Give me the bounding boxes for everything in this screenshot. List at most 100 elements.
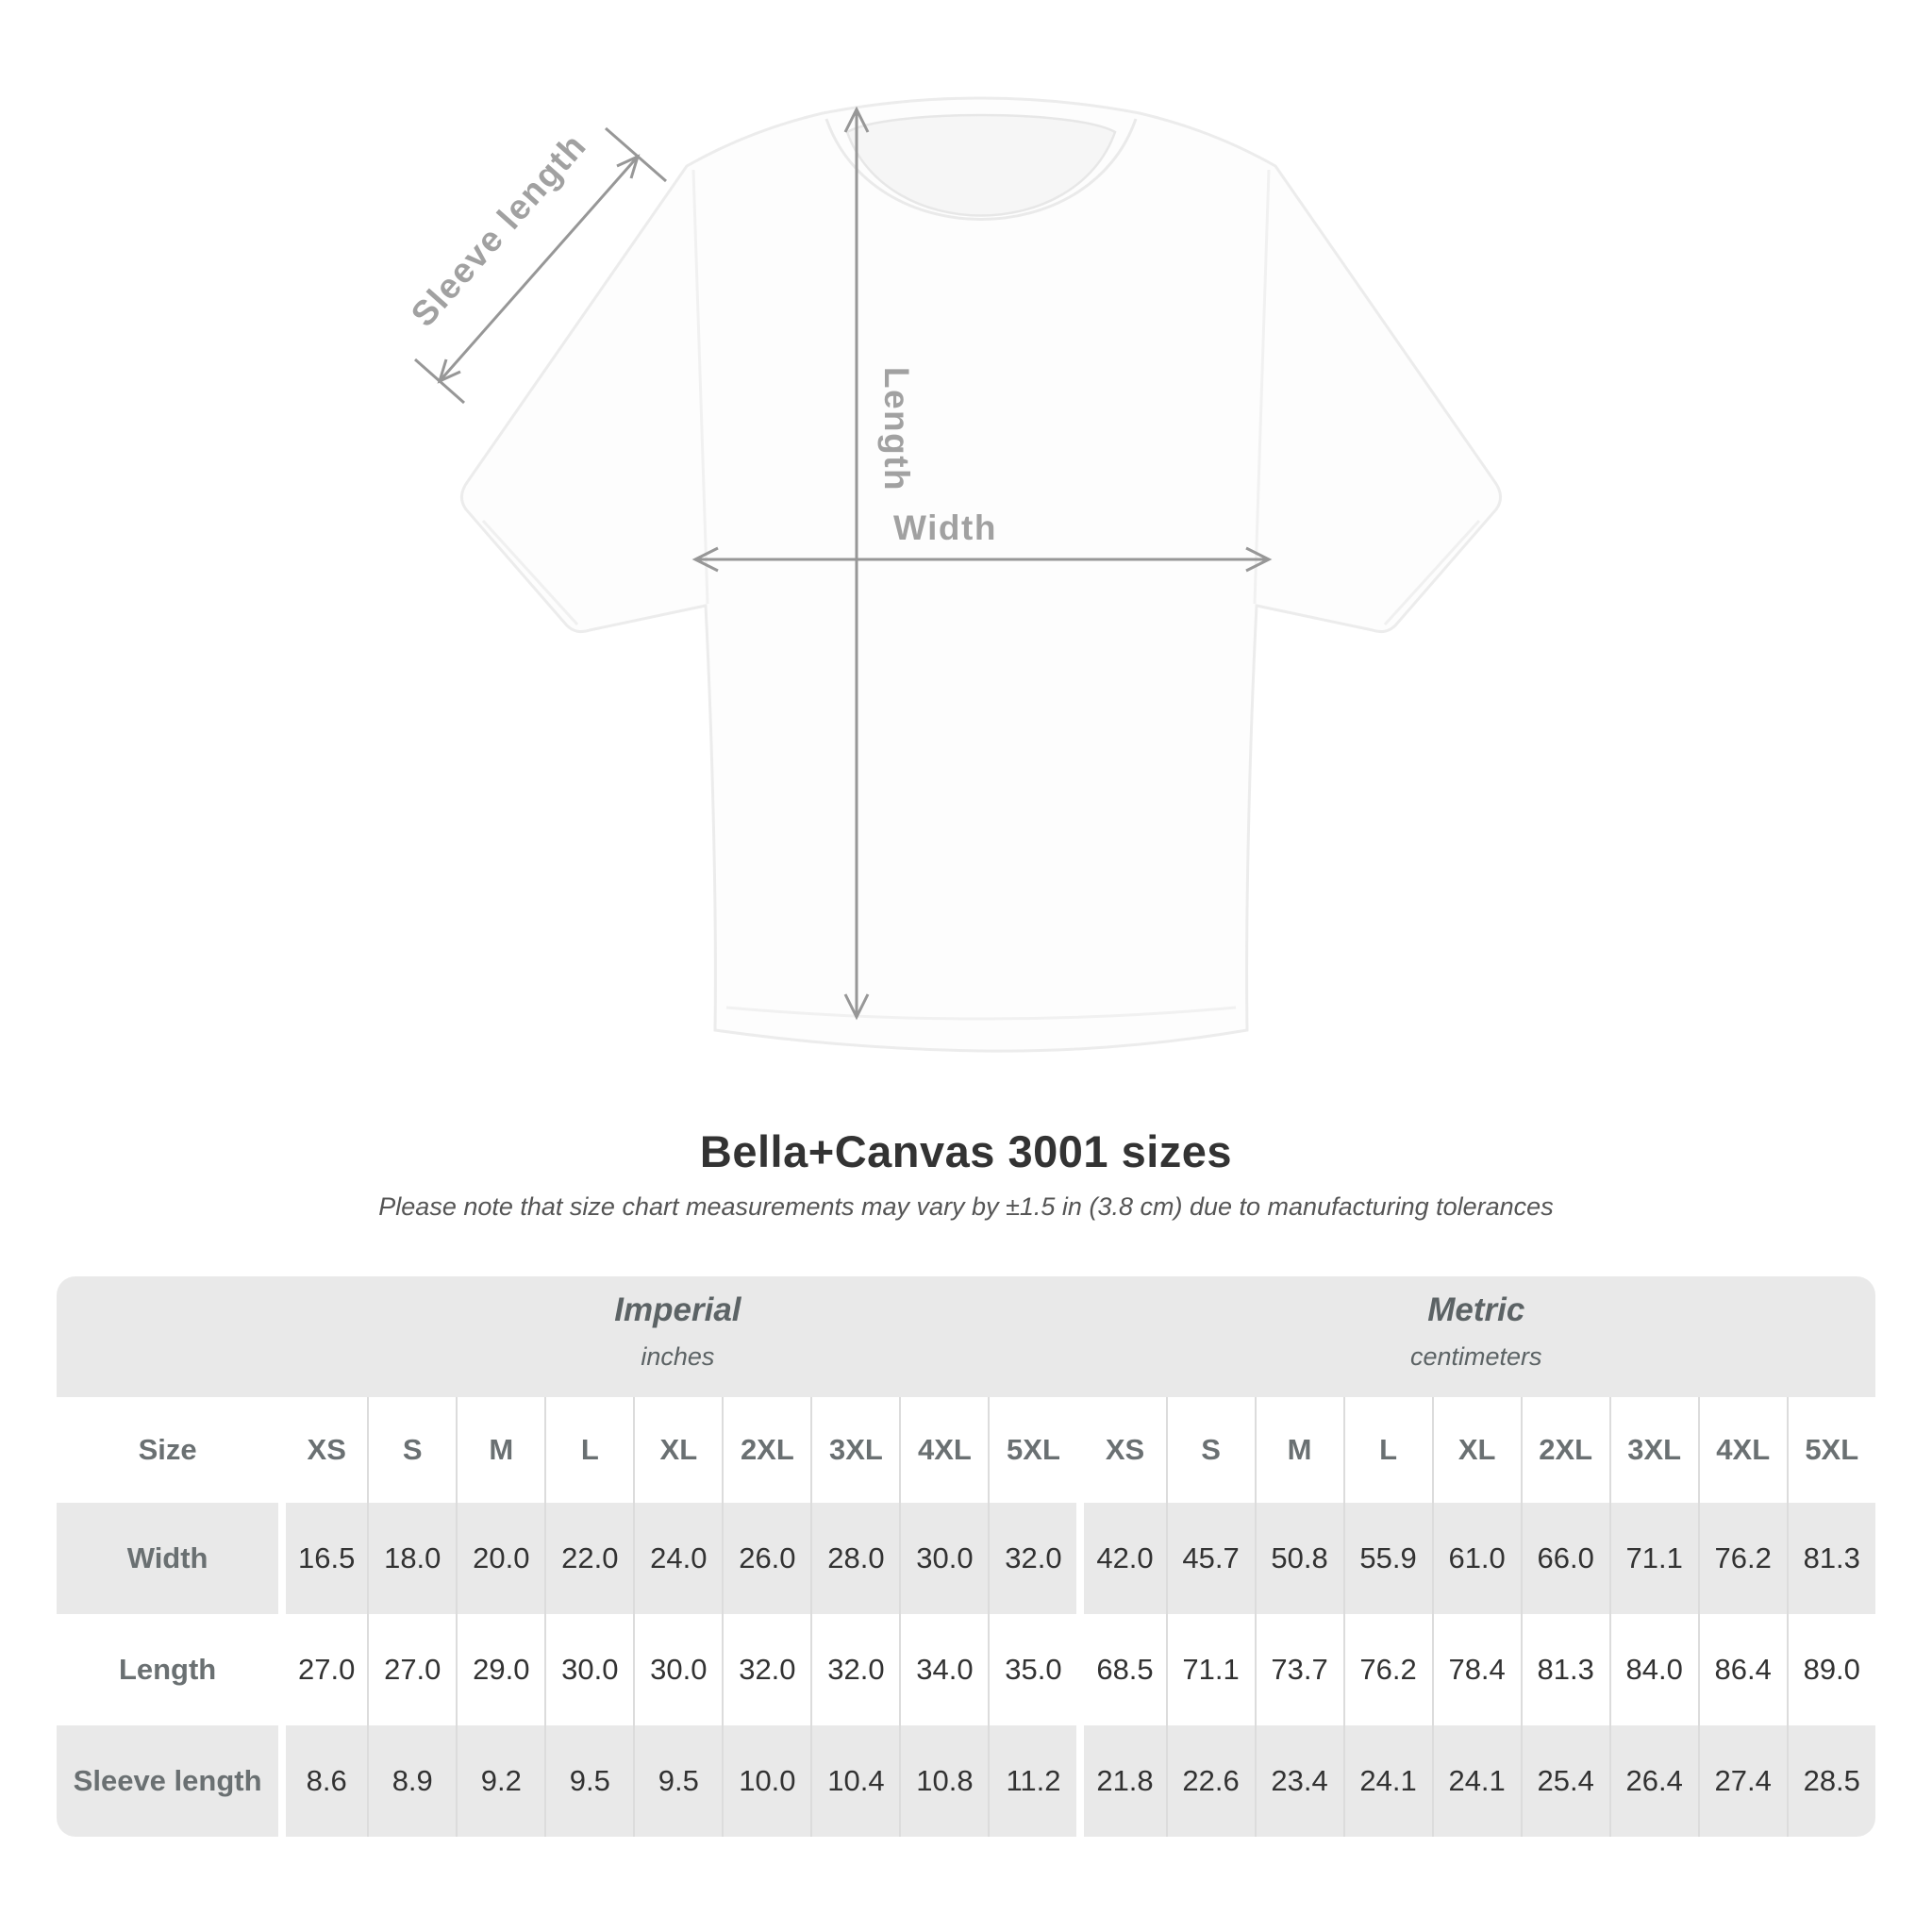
value-imperial-5xl-text: 32.0 [1005, 1541, 1062, 1574]
metric-unit: centimeters [1410, 1342, 1542, 1371]
value-metric-m: 73.7 [1254, 1614, 1343, 1725]
page-title: Bella+Canvas 3001 sizes [699, 1126, 1233, 1176]
size-header-metric-xl-text: XL [1457, 1433, 1496, 1466]
value-metric-m: 50.8 [1254, 1503, 1343, 1614]
value-imperial-s-text: 8.9 [391, 1764, 433, 1797]
value-metric-m-text: 23.4 [1271, 1764, 1328, 1797]
row-label: Sleeve length [57, 1725, 278, 1837]
size-table: Imperial inches Metric centimeters Size X… [57, 1276, 1875, 1837]
value-metric-xl: 61.0 [1431, 1503, 1521, 1614]
value-metric-3xl-text: 84.0 [1625, 1653, 1683, 1686]
value-imperial-4xl-text: 10.8 [916, 1764, 974, 1797]
table-row-length: Length 27.0 27.0 29.0 30.0 30.0 32.0 32.0 34.0 35… [57, 1614, 1875, 1725]
size-header-imperial-s: S [367, 1397, 456, 1503]
row-label-text: Width [126, 1541, 208, 1574]
value-imperial-2xl: 10.0 [722, 1725, 810, 1837]
value-metric-xs-text: 42.0 [1096, 1541, 1154, 1574]
size-header-metric-4xl: 4XL [1697, 1397, 1787, 1503]
value-metric-xl-text: 78.4 [1448, 1653, 1506, 1686]
row-label-text: Length [118, 1653, 217, 1686]
value-metric-2xl: 81.3 [1520, 1614, 1609, 1725]
size-header-metric-l-text: L [1379, 1433, 1398, 1466]
value-imperial-l-text: 22.0 [561, 1541, 619, 1574]
value-imperial-2xl-text: 26.0 [739, 1541, 796, 1574]
value-metric-5xl-text: 28.5 [1803, 1764, 1860, 1797]
size-header-imperial-5xl-text: 5XL [1007, 1433, 1060, 1466]
value-imperial-3xl-text: 10.4 [827, 1764, 885, 1797]
value-metric-xs: 68.5 [1076, 1614, 1165, 1725]
tolerance-note: Please note that size chart measurements… [378, 1192, 1554, 1221]
value-imperial-2xl-text: 10.0 [739, 1764, 796, 1797]
value-imperial-5xl: 32.0 [988, 1503, 1076, 1614]
size-header-metric-5xl: 5XL [1786, 1397, 1875, 1503]
row-label: Length [57, 1614, 278, 1725]
row-label: Width [57, 1503, 278, 1614]
value-metric-s: 71.1 [1165, 1614, 1255, 1725]
size-header-metric-2xl-text: 2XL [1539, 1433, 1593, 1466]
value-imperial-2xl-text: 32.0 [739, 1653, 796, 1686]
value-metric-4xl: 76.2 [1697, 1503, 1787, 1614]
unit-header-band: Imperial inches Metric centimeters [57, 1276, 1875, 1397]
value-imperial-s-text: 18.0 [384, 1541, 441, 1574]
size-header-metric-2xl: 2XL [1520, 1397, 1609, 1503]
tshirt-measurement-diagram: Sleeve length Length Width [404, 96, 1502, 1053]
value-metric-m-text: 73.7 [1271, 1653, 1328, 1686]
value-metric-2xl: 66.0 [1520, 1503, 1609, 1614]
value-metric-m: 23.4 [1254, 1725, 1343, 1837]
size-header-metric-m-text: M [1287, 1433, 1312, 1466]
value-imperial-m: 29.0 [456, 1614, 544, 1725]
size-header-metric-3xl: 3XL [1608, 1397, 1698, 1503]
value-metric-3xl: 26.4 [1608, 1725, 1698, 1837]
size-header-imperial-l: L [544, 1397, 633, 1503]
value-imperial-l-text: 9.5 [569, 1764, 610, 1797]
value-imperial-m: 20.0 [456, 1503, 544, 1614]
value-metric-s-text: 22.6 [1182, 1764, 1240, 1797]
value-imperial-s: 8.9 [367, 1725, 456, 1837]
value-metric-s-text: 71.1 [1182, 1653, 1240, 1686]
value-imperial-xl: 24.0 [633, 1503, 722, 1614]
value-metric-l-text: 76.2 [1359, 1653, 1417, 1686]
value-imperial-l: 22.0 [544, 1503, 633, 1614]
value-imperial-3xl-text: 28.0 [827, 1541, 885, 1574]
value-metric-5xl-text: 81.3 [1803, 1541, 1860, 1574]
value-imperial-m: 9.2 [456, 1725, 544, 1837]
size-header-metric-l: L [1342, 1397, 1432, 1503]
imperial-unit: inches [641, 1342, 715, 1371]
table-body: Width 16.5 18.0 20.0 22.0 24.0 26.0 28.0 30.0 32.… [57, 1503, 1875, 1837]
value-metric-2xl: 25.4 [1520, 1725, 1609, 1837]
size-header-imperial-m-text: M [489, 1433, 514, 1466]
value-metric-4xl: 27.4 [1697, 1725, 1787, 1837]
value-metric-4xl: 86.4 [1697, 1614, 1787, 1725]
imperial-label: Imperial [614, 1291, 741, 1328]
value-imperial-xl-text: 30.0 [650, 1653, 708, 1686]
value-metric-xs: 42.0 [1076, 1503, 1165, 1614]
value-imperial-4xl-text: 30.0 [916, 1541, 974, 1574]
size-header-imperial-3xl-text: 3XL [828, 1433, 883, 1466]
value-metric-2xl-text: 66.0 [1537, 1541, 1594, 1574]
value-imperial-4xl: 34.0 [899, 1614, 988, 1725]
unit-band-spacer [57, 1276, 278, 1397]
value-imperial-xl: 9.5 [633, 1725, 722, 1837]
value-imperial-l: 9.5 [544, 1725, 633, 1837]
table-row-sleeve-length: Sleeve length 8.6 8.9 9.2 9.5 9.5 10.0 10.4 10.8… [57, 1725, 1875, 1837]
size-header-metric-m: M [1254, 1397, 1343, 1503]
value-metric-3xl: 71.1 [1608, 1503, 1698, 1614]
size-header-imperial-xs-text: XS [307, 1433, 346, 1466]
value-metric-l: 24.1 [1342, 1725, 1432, 1837]
size-header-metric-4xl-text: 4XL [1716, 1433, 1771, 1466]
metric-group-header: Metric centimeters [1077, 1276, 1875, 1397]
size-header-metric-xs: XS [1076, 1397, 1165, 1503]
value-imperial-4xl: 30.0 [899, 1503, 988, 1614]
value-imperial-l: 30.0 [544, 1614, 633, 1725]
value-metric-l: 76.2 [1342, 1614, 1432, 1725]
value-metric-5xl: 89.0 [1786, 1614, 1875, 1725]
value-imperial-s-text: 27.0 [384, 1653, 441, 1686]
value-imperial-5xl: 35.0 [988, 1614, 1076, 1725]
value-metric-xl: 78.4 [1431, 1614, 1521, 1725]
value-imperial-3xl: 10.4 [810, 1725, 899, 1837]
value-metric-s: 22.6 [1165, 1725, 1255, 1837]
size-header-imperial-4xl: 4XL [899, 1397, 988, 1503]
table-header-row: Size XS S M L XL 2XL 3XL 4XL 5XL XS S M L XL 2XL 3XL 4XL 5… [57, 1397, 1875, 1503]
size-header-metric-s-text: S [1201, 1433, 1221, 1466]
size-header-imperial-5xl: 5XL [988, 1397, 1076, 1503]
